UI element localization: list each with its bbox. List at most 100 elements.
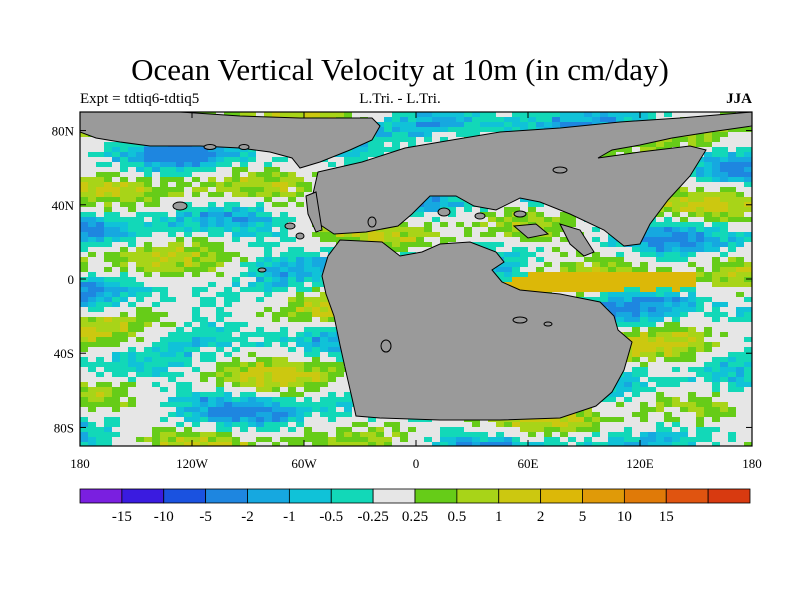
field-cell [568,272,577,278]
field-cell [512,257,521,263]
field-cell [200,387,209,393]
field-cell [280,207,289,213]
field-cell [672,227,681,233]
field-cell [104,247,113,253]
field-cell [208,262,217,268]
field-cell [288,172,297,178]
field-cell [624,117,633,123]
field-cell [736,172,745,178]
field-cell [312,357,321,363]
field-cell [256,257,265,263]
field-cell [136,257,145,263]
field-cell [360,237,369,243]
field-cell [544,212,553,218]
field-cell [152,237,161,243]
field-cell [680,297,689,303]
field-cell [728,292,737,298]
field-cell [240,302,249,308]
field-cell [640,357,649,363]
field-cell [312,302,321,308]
field-cell [528,122,537,128]
field-cell [256,177,265,183]
field-cell [160,167,169,173]
field-cell [200,252,209,258]
field-cell [80,372,89,378]
field-cell [248,247,257,253]
field-cell [448,212,457,218]
field-cell [224,407,233,413]
field-cell [280,172,289,178]
field-cell [200,382,209,388]
field-cell [176,297,185,303]
field-cell [688,362,697,368]
field-cell [112,352,121,358]
field-cell [608,297,617,303]
field-cell [296,197,305,203]
field-cell [296,357,305,363]
field-cell [288,357,297,363]
field-cell [720,347,729,353]
field-cell [192,402,201,408]
field-cell [560,257,569,263]
field-cell [112,287,121,293]
field-cell [176,397,185,403]
field-cell [632,347,641,353]
field-cell [160,272,169,278]
field-cell [240,337,249,343]
field-cell [144,227,153,233]
field-cell [184,347,193,353]
field-cell [512,247,521,253]
field-cell [712,317,721,323]
field-cell [600,232,609,238]
field-cell [288,197,297,203]
field-cell [272,197,281,203]
field-cell [120,217,129,223]
field-cell [168,352,177,358]
field-cell [272,242,281,248]
field-cell [304,312,313,318]
field-cell [672,242,681,248]
field-cell [144,162,153,168]
field-cell [704,382,713,388]
field-cell [304,302,313,308]
field-cell [240,252,249,258]
field-cell [216,232,225,238]
field-cell [248,317,257,323]
field-cell [440,202,449,208]
field-cell [272,157,281,163]
field-cell [456,232,465,238]
field-cell [552,287,561,293]
field-cell [400,132,409,138]
field-cell [496,272,505,278]
field-cell [136,207,145,213]
field-cell [392,247,401,253]
field-cell [216,362,225,368]
field-cell [704,212,713,218]
field-cell [120,397,129,403]
field-cell [280,112,289,118]
field-cell [232,167,241,173]
field-cell [264,162,273,168]
field-cell [456,122,465,128]
field-cell [184,252,193,258]
field-cell [664,232,673,238]
field-cell [352,232,361,238]
field-cell [504,242,513,248]
field-cell [720,177,729,183]
field-cell [728,297,737,303]
field-cell [656,232,665,238]
field-cell [696,112,705,118]
field-cell [744,137,752,143]
field-cell [192,212,201,218]
field-cell [192,337,201,343]
field-cell [264,277,273,283]
field-cell [224,327,233,333]
field-cell [456,132,465,138]
field-cell [712,262,721,268]
field-cell [80,167,89,173]
field-cell [160,187,169,193]
field-cell [744,257,752,263]
field-cell [736,387,745,393]
field-cell [224,392,233,398]
field-cell [144,177,153,183]
